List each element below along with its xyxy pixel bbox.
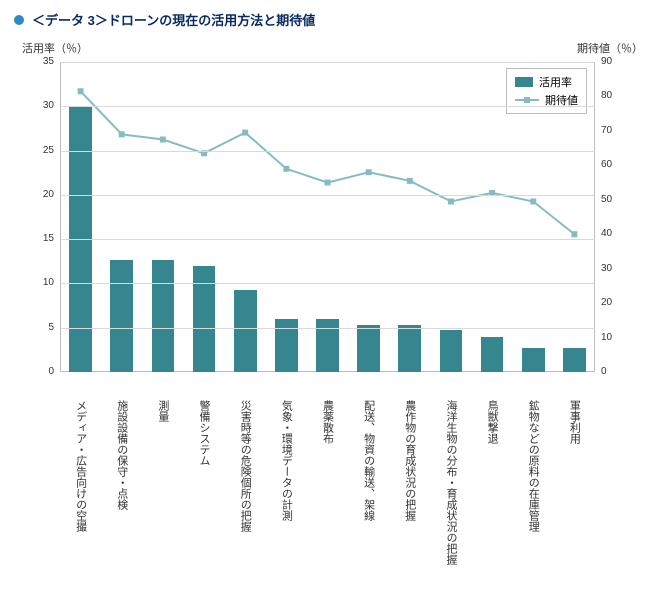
y-right-tick: 30 (595, 264, 629, 274)
bar (110, 260, 133, 372)
y-right-tick: 40 (595, 229, 629, 239)
y-right-tick: 10 (595, 333, 629, 343)
bar (357, 325, 380, 372)
legend-swatch-bar (515, 77, 533, 87)
grid-line (60, 239, 595, 240)
page-root: ＜データ 3＞ドローンの現在の活用方法と期待値 活用率（％） 期待値（％） 活用… (0, 0, 665, 590)
bar (522, 348, 545, 372)
y-left-tick: 15 (26, 234, 60, 244)
bar (152, 260, 175, 372)
bar (193, 266, 216, 372)
category-label: 施設設備の保守・点検 (114, 400, 130, 510)
y-left-tick: 5 (26, 323, 60, 333)
category-label: 鉱物などの原料の在庫管理 (525, 400, 541, 532)
category-label: 鳥獣撃退 (484, 400, 500, 444)
category-label: 配送、物資の輸送、架線 (361, 400, 377, 521)
y-left-tick: 20 (26, 190, 60, 200)
grid-line (60, 62, 595, 63)
bar (481, 337, 504, 372)
bar (398, 325, 421, 372)
legend-swatch-line (515, 95, 539, 105)
bar (234, 290, 257, 372)
chart-area: 活用率（％） 期待値（％） 活用率期待値 0510152025303501020… (22, 40, 643, 580)
bar (440, 330, 463, 372)
category-label: 農作物の育成状況の把握 (402, 400, 418, 521)
grid-line (60, 283, 595, 284)
plot-region: 活用率期待値 051015202530350102030405060708090… (60, 62, 595, 372)
title-row: ＜データ 3＞ドローンの現在の活用方法と期待値 (0, 0, 665, 29)
category-label: 軍事利用 (566, 400, 582, 444)
category-label: メディア・広告向けの空撮 (73, 400, 89, 532)
category-label: 災害時等の危険個所の把握 (237, 400, 253, 532)
y-left-tick: 25 (26, 146, 60, 156)
category-label: 海洋生物の分布・育成状況の把握 (443, 400, 459, 565)
y-right-tick: 80 (595, 91, 629, 101)
y-left-tick: 10 (26, 278, 60, 288)
y-right-tick: 60 (595, 160, 629, 170)
legend-item: 活用率 (515, 73, 578, 91)
y-right-tick: 0 (595, 367, 629, 377)
y-right-label: 期待値（％） (577, 40, 643, 56)
grid-line (60, 106, 595, 107)
category-label: 農薬散布 (320, 400, 336, 444)
y-left-tick: 0 (26, 367, 60, 377)
y-left-label: 活用率（％） (22, 40, 88, 56)
grid-line (60, 328, 595, 329)
y-right-tick: 20 (595, 298, 629, 308)
grid-line (60, 151, 595, 152)
y-right-tick: 90 (595, 57, 629, 67)
legend-label: 活用率 (539, 74, 572, 90)
y-left-tick: 30 (26, 101, 60, 111)
category-label: 警備システム (196, 400, 212, 466)
category-label: 測量 (155, 400, 171, 422)
y-right-tick: 70 (595, 126, 629, 136)
y-left-tick: 35 (26, 57, 60, 67)
bar (563, 348, 586, 372)
category-label: 気象・環境データの計測 (278, 400, 294, 521)
chart-title: ＜データ 3＞ドローンの現在の活用方法と期待値 (32, 10, 315, 29)
y-right-tick: 50 (595, 195, 629, 205)
bullet-icon (14, 15, 24, 25)
grid-line (60, 195, 595, 196)
